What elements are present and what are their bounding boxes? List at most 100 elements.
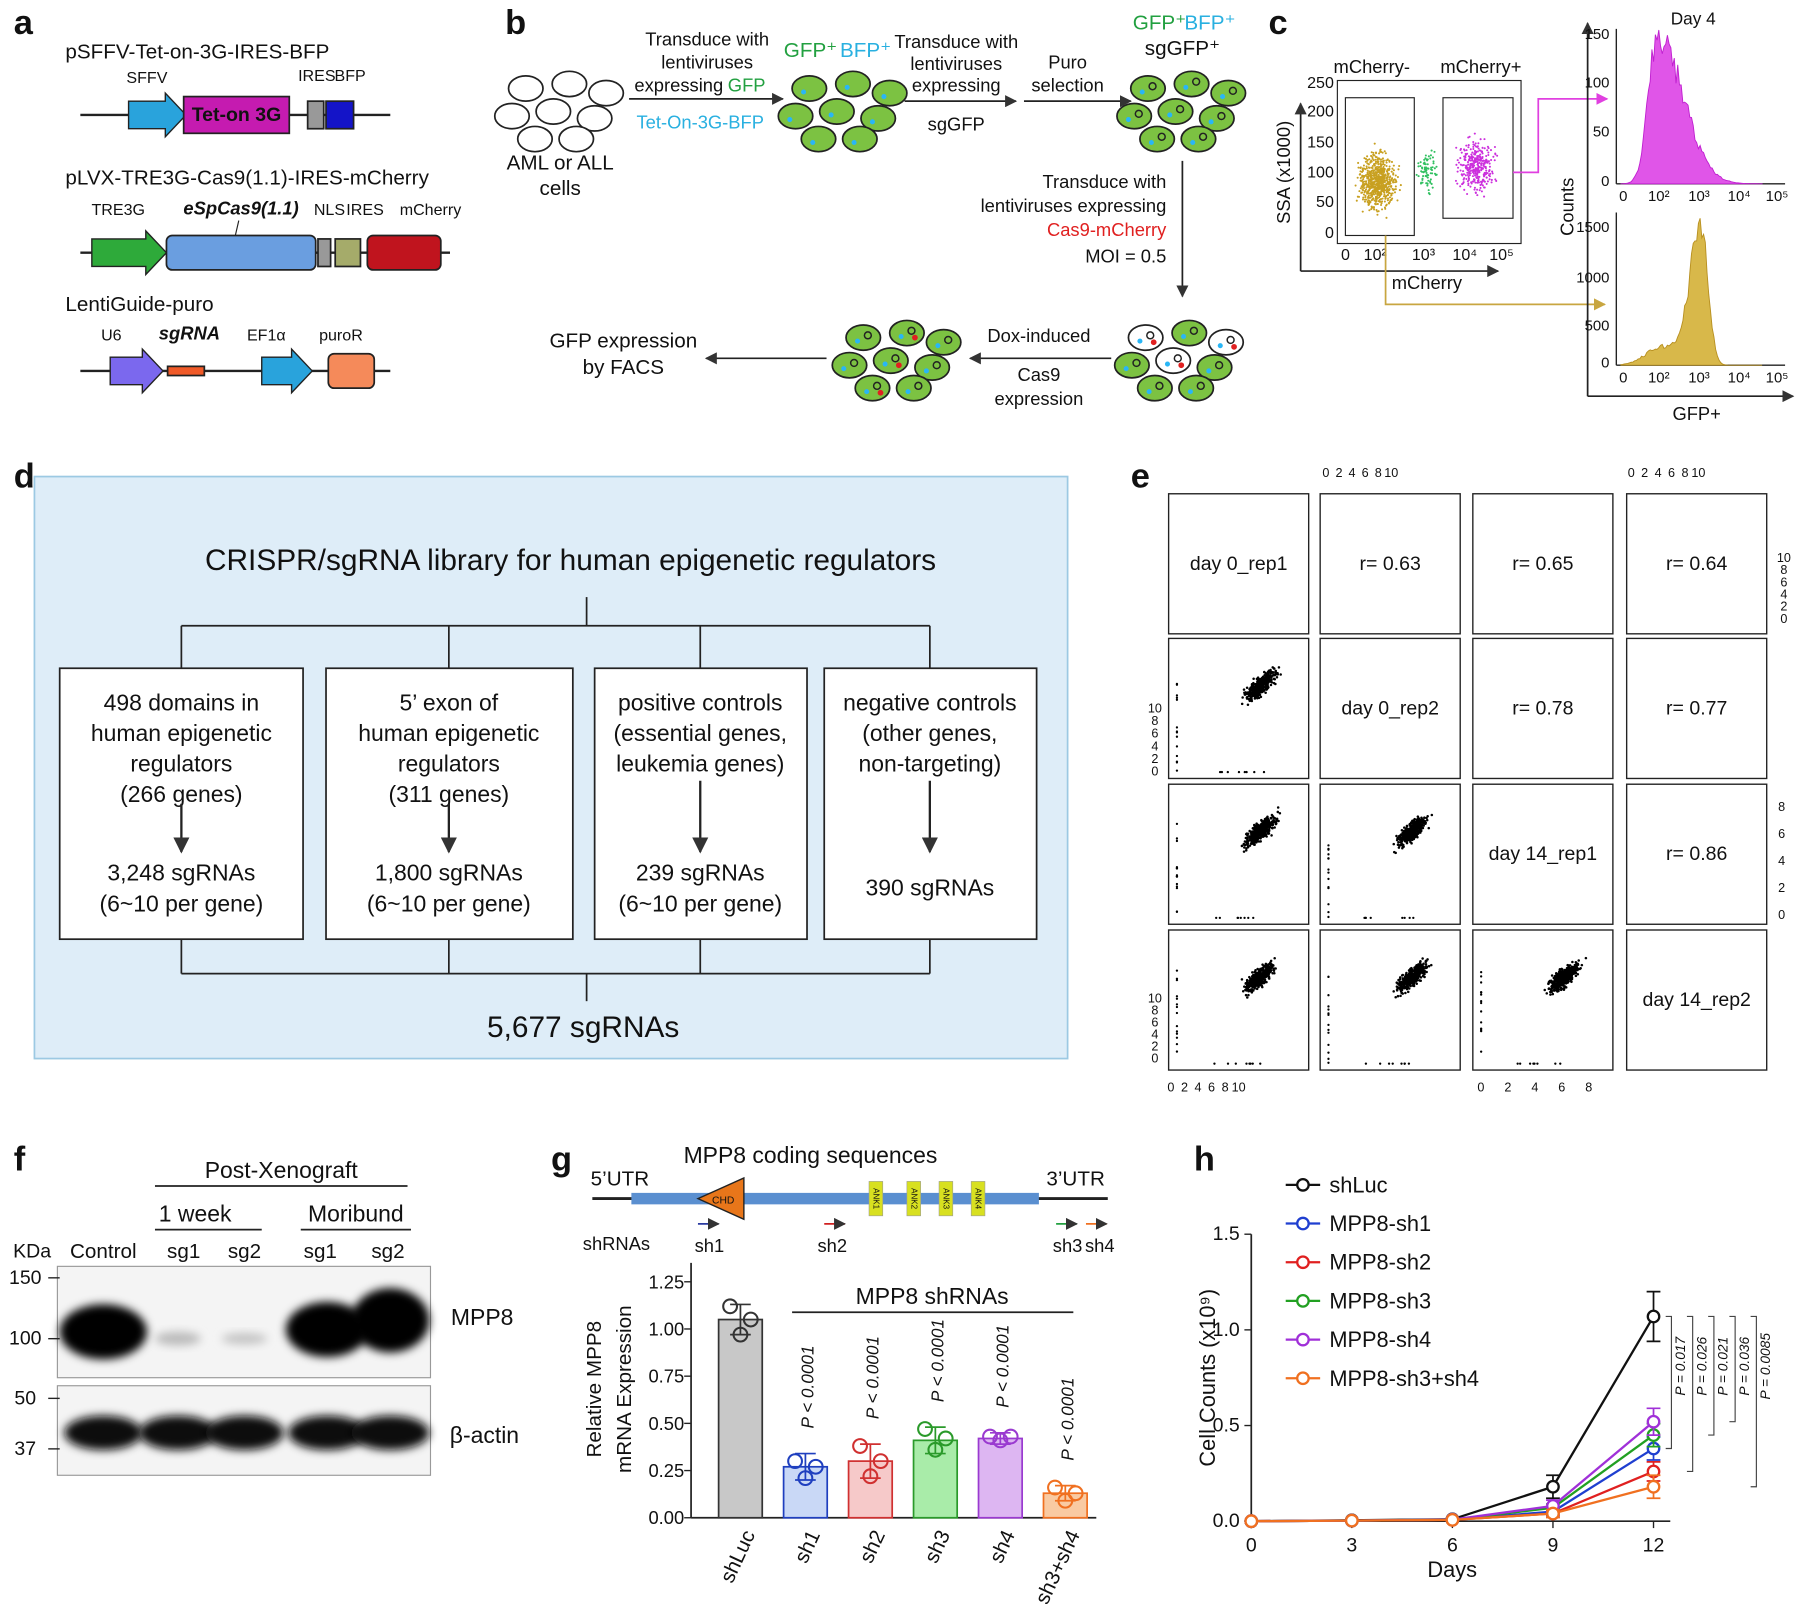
flow-dot	[1468, 144, 1470, 146]
flow-dot	[1388, 160, 1390, 162]
panel-label: e	[1131, 458, 1150, 496]
flow-dot	[1478, 147, 1480, 149]
label: Transduce with	[1043, 171, 1167, 192]
scatter-dot	[1259, 971, 1262, 974]
flow-dot	[1457, 159, 1459, 161]
flow-dot	[1482, 147, 1484, 149]
scatter-dot	[1247, 917, 1249, 919]
tick-label: 10	[1232, 1080, 1246, 1094]
scatter-dot	[1480, 981, 1482, 983]
cell	[897, 376, 931, 401]
flow-dot	[1475, 142, 1477, 144]
tick-label: 0	[1628, 466, 1635, 480]
flow-dot	[1476, 157, 1478, 159]
flow-dot	[1428, 189, 1430, 191]
cell	[820, 99, 854, 124]
scatter-dot	[1404, 985, 1407, 988]
cell	[890, 320, 924, 345]
flow-dot	[1424, 167, 1426, 169]
element-label: SFFV	[126, 69, 167, 87]
flow-dot	[1470, 148, 1472, 150]
label: (essential genes,	[614, 720, 787, 746]
scatter-dot	[1557, 986, 1560, 989]
scatter-dot	[1176, 1003, 1178, 1005]
tick-label: 2	[1151, 752, 1158, 766]
scatter-dot	[1422, 962, 1425, 965]
flow-dot	[1367, 170, 1369, 172]
y-tick-label: 0.0	[1213, 1510, 1240, 1532]
label: AML or ALL	[507, 152, 614, 175]
flow-dot	[1463, 189, 1465, 191]
scatter-dot	[1246, 832, 1249, 835]
scatter-dot	[1399, 983, 1402, 986]
scatter-dot	[1242, 990, 1245, 993]
flow-dot	[1374, 143, 1376, 145]
flow-dot	[1380, 181, 1382, 183]
scatter-dot	[1251, 971, 1254, 974]
flow-dot	[1466, 172, 1468, 174]
cell-dot	[1178, 362, 1184, 368]
flow-dot	[1486, 177, 1488, 179]
flow-dot	[1376, 156, 1378, 158]
label: 50	[14, 1387, 36, 1409]
flow-dot	[1393, 165, 1395, 167]
scatter-dot	[1551, 974, 1554, 977]
label: 100	[9, 1328, 42, 1350]
cell	[855, 376, 889, 401]
flow-dot	[1380, 151, 1382, 153]
flow-dot	[1457, 167, 1459, 169]
scatter-dot	[1253, 987, 1256, 990]
scatter-dot	[1264, 971, 1267, 974]
scatter-dot	[1553, 980, 1556, 983]
tick-label: 0	[1341, 246, 1350, 264]
flow-dot	[1371, 156, 1373, 158]
cell-dot	[1140, 89, 1145, 94]
flow-dot	[1484, 172, 1486, 174]
flow-dot	[1479, 184, 1481, 186]
label: (6~10 per gene)	[367, 891, 531, 917]
flow-dot	[1383, 166, 1385, 168]
scatter-dot	[1551, 980, 1554, 983]
scatter-dot	[1399, 976, 1402, 979]
scatter-dot	[1264, 828, 1267, 831]
scatter-dot	[1408, 969, 1411, 972]
scatter-dot	[1255, 688, 1258, 691]
flow-dot	[1432, 160, 1434, 162]
correlation: r= 0.64	[1666, 553, 1727, 575]
p-value: P < 0.0001	[993, 1325, 1013, 1408]
flow-dot	[1455, 180, 1457, 182]
scatter-dot	[1248, 976, 1251, 979]
flow-dot	[1370, 171, 1372, 173]
scatter-dot	[1266, 969, 1269, 972]
construct-name: LentiGuide-puro	[65, 293, 213, 316]
scatter-dot	[1327, 976, 1329, 978]
cell	[801, 126, 835, 151]
flow-dot	[1368, 195, 1370, 197]
tick-label: 150	[1585, 26, 1610, 43]
flow-dot	[1387, 181, 1389, 183]
flow-dot	[1471, 169, 1473, 171]
scatter-dot	[1414, 972, 1417, 975]
scatter-dot	[1253, 835, 1256, 838]
tick-label: 6	[1151, 1015, 1158, 1029]
scatter-dot	[1401, 917, 1403, 919]
cell	[1156, 348, 1190, 373]
flow-dot	[1471, 152, 1473, 154]
scatter-dot	[1273, 957, 1276, 960]
scatter-dot	[1559, 1063, 1561, 1065]
flow-dot	[1490, 159, 1492, 161]
label: expression	[995, 388, 1084, 409]
band	[351, 1416, 429, 1450]
flow-dot	[1381, 184, 1383, 186]
y-tick-label: 0.00	[648, 1507, 684, 1528]
scatter-dot	[1409, 976, 1412, 979]
group-label: MPP8 shRNAs	[856, 1283, 1009, 1309]
flow-dot	[1376, 214, 1378, 216]
tick-label: 6	[1151, 727, 1158, 741]
scatter-dot	[1416, 976, 1419, 979]
scatter-dot	[1578, 968, 1581, 971]
flow-dot	[1374, 180, 1376, 182]
label: Puro	[1048, 52, 1087, 73]
scatter-dot	[1252, 677, 1255, 680]
element-label: Tet-on 3G	[192, 104, 282, 126]
